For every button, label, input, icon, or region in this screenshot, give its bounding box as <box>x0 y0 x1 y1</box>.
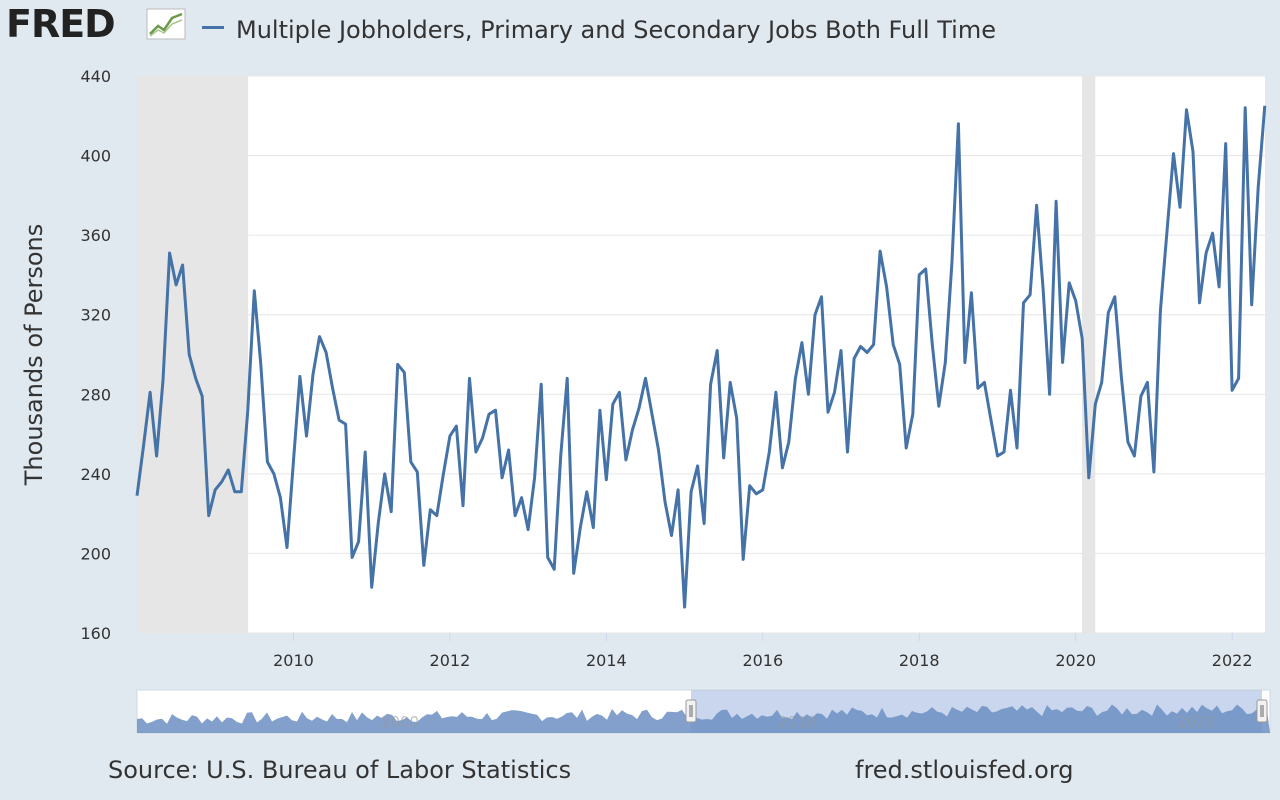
recession-band <box>137 76 249 633</box>
y-tick-label: 160 <box>80 624 111 643</box>
y-axis-title: Thousands of Persons <box>20 224 48 486</box>
plot-area <box>137 76 1265 633</box>
x-tick-label: 2018 <box>899 651 940 670</box>
y-tick-label: 320 <box>80 306 111 325</box>
y-tick-label: 240 <box>80 465 111 484</box>
x-tick-label: 2022 <box>1212 651 1253 670</box>
navigator-left-handle[interactable] <box>685 699 697 723</box>
navigator-tick-label: 2020 <box>1177 713 1215 731</box>
y-tick-label: 440 <box>80 67 111 86</box>
y-tick-label: 400 <box>80 147 111 166</box>
y-tick-label: 280 <box>80 385 111 404</box>
fred-logo[interactable]: FRED <box>6 2 116 46</box>
x-tick-label: 2016 <box>742 651 783 670</box>
y-tick-label: 360 <box>80 226 111 245</box>
x-tick-label: 2010 <box>273 651 314 670</box>
legend-series-label[interactable]: Multiple Jobholders, Primary and Seconda… <box>236 16 996 44</box>
fred-graph-icon <box>146 8 186 40</box>
recession-band <box>1081 76 1096 633</box>
legend-series-marker <box>202 26 224 29</box>
x-tick-label: 2020 <box>1055 651 1096 670</box>
chart-header: FRED Multiple Jobholders, Primary and Se… <box>0 0 1280 76</box>
navigator-tick-label: 2000 <box>381 713 419 731</box>
navigator-right-handle[interactable] <box>1256 699 1268 723</box>
x-tick-label: 2014 <box>586 651 627 670</box>
source-note: Source: U.S. Bureau of Labor Statistics <box>108 756 572 784</box>
x-tick-label: 2012 <box>430 651 471 670</box>
series-line <box>135 105 1267 609</box>
y-tick-label: 200 <box>80 544 111 563</box>
navigator-tick-label: 2010 <box>778 713 816 731</box>
site-link[interactable]: fred.stlouisfed.org <box>855 756 1074 784</box>
navigator-area <box>137 704 1270 733</box>
